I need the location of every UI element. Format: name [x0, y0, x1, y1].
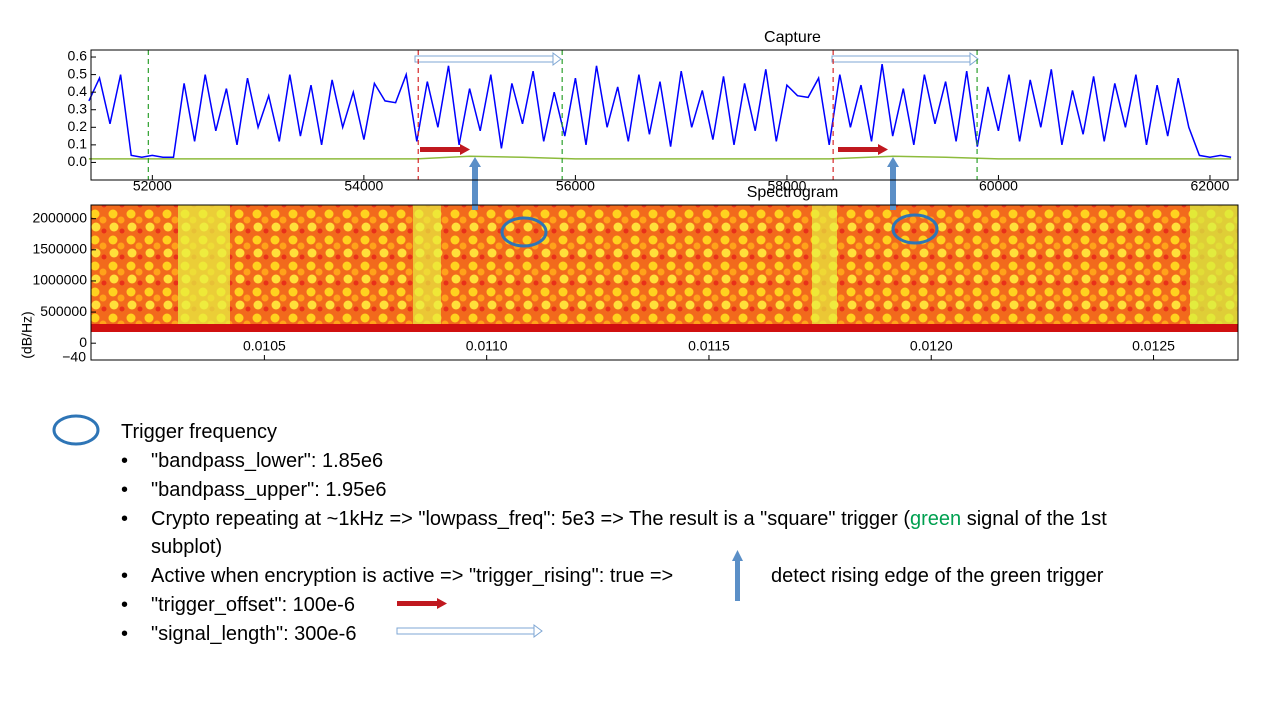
x-tick-label: 58000 [767, 178, 806, 194]
inline-white-arrow [396, 624, 543, 638]
bullet-dot: • [121, 565, 129, 587]
y-tick-label: 0 [79, 334, 87, 350]
y-tick-label: 0.2 [68, 118, 88, 134]
y-tick-label: 0.4 [68, 83, 88, 99]
text-run: "signal_length": 300e-6 [151, 623, 357, 645]
trigger-offset-arrow [838, 144, 888, 155]
bullet-text: "bandpass_upper": 1.95e6 [151, 478, 387, 502]
rising-edge-arrow [469, 157, 481, 210]
y-tick-label: 0.1 [68, 136, 88, 152]
bullet-dot: • [121, 594, 129, 616]
chart-title: Capture [764, 29, 821, 46]
inline-red-arrow [397, 598, 447, 609]
axes-frame [90, 49, 1239, 181]
trigger-circle [500, 216, 548, 248]
y-tick-label: 1500000 [32, 241, 87, 257]
x-tick-label: 60000 [979, 178, 1018, 194]
signal-line [88, 63, 1232, 158]
x-tick-label: 0.0105 [243, 338, 286, 354]
bullet-text: Active when encryption is active => "tri… [151, 564, 673, 588]
y-tick-label: 1000000 [32, 272, 87, 288]
x-tick-label: 62000 [1191, 178, 1230, 194]
y-tick-label: 0.0 [68, 153, 88, 169]
text-run: subplot) [151, 536, 223, 558]
bullet-dot: • [121, 479, 129, 501]
text-run: signal of the 1st [961, 508, 1107, 530]
x-tick-label: 0.0125 [1132, 338, 1175, 354]
y-tick-label: 500000 [40, 303, 87, 319]
text-run: Active when encryption is active => "tri… [151, 565, 674, 587]
x-tick-label: 0.0110 [466, 338, 508, 354]
signal-length-arrow [414, 52, 562, 66]
bullet-text: "trigger_offset": 100e-6 [151, 593, 355, 617]
signal-line [88, 155, 1232, 160]
bullet-dot: • [121, 450, 129, 472]
x-tick-label: 0.0120 [910, 338, 953, 354]
axes-frame [90, 204, 1239, 361]
bullet-text: Crypto repeating at ~1kHz => "lowpass_fr… [151, 507, 1107, 531]
spectrogram-image [91, 205, 1238, 332]
text-run: Crypto repeating at ~1kHz => "lowpass_fr… [151, 508, 910, 530]
bullet-text: "signal_length": 300e-6 [151, 622, 356, 646]
x-tick-label: 56000 [556, 178, 595, 194]
y-tick-label: 0.5 [68, 65, 88, 81]
trigger-offset-arrow [420, 144, 470, 155]
x-tick-label: 52000 [133, 178, 172, 194]
annotations [52, 52, 979, 638]
bullet-text: "bandpass_lower": 1.85e6 [151, 449, 383, 473]
legend-circle [52, 414, 100, 446]
y-tick-label: 0.3 [68, 100, 88, 116]
x-tick-label: 54000 [344, 178, 383, 194]
text-run: "trigger_offset": 100e-6 [151, 594, 355, 616]
inline-up-arrow [732, 550, 743, 601]
text-run: "bandpass_upper": 1.95e6 [151, 479, 387, 501]
bullet-dot: • [121, 623, 129, 645]
bullet-dot: • [121, 508, 129, 530]
legend-label: Trigger frequency [121, 421, 277, 443]
y-axis-label: (dB/Hz) [19, 311, 35, 358]
rising-edge-arrow [887, 157, 899, 210]
text-run: "bandpass_lower": 1.85e6 [151, 450, 384, 472]
trigger-circle [891, 213, 939, 245]
bullet-text: detect rising edge of the green trigger [771, 564, 1103, 588]
text-run: detect rising edge of the green trigger [771, 565, 1104, 587]
chart-title: Spectrogram [747, 184, 839, 201]
y-tick-label: 0.6 [68, 48, 88, 64]
highlight-word: green [909, 508, 962, 530]
x-tick-label: 0.0115 [688, 338, 730, 354]
y-tick-label: 2000000 [32, 209, 87, 225]
overlap-label: −40 [62, 349, 86, 365]
bullet-text: subplot) [151, 535, 222, 559]
signal-length-arrow [831, 52, 979, 66]
